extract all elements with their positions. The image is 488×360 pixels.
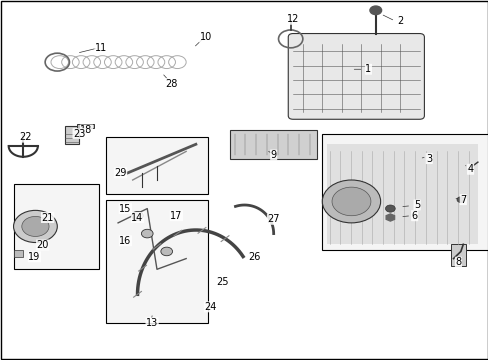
Text: 2: 2 <box>396 16 403 26</box>
Text: 19: 19 <box>28 252 41 262</box>
Bar <box>14 249 23 257</box>
Text: 12: 12 <box>286 14 299 24</box>
Text: 6: 6 <box>411 211 417 221</box>
Bar <box>14 184 99 269</box>
Bar <box>64 126 79 144</box>
Bar <box>77 124 94 128</box>
Text: 9: 9 <box>270 150 276 160</box>
Text: 17: 17 <box>170 211 182 221</box>
Bar <box>322 134 487 249</box>
Text: 24: 24 <box>204 302 216 312</box>
Text: 3: 3 <box>426 154 431 163</box>
Text: 20: 20 <box>37 240 49 250</box>
Circle shape <box>385 205 394 212</box>
Circle shape <box>161 247 172 256</box>
Bar <box>106 137 207 194</box>
Circle shape <box>322 180 380 223</box>
Text: 7: 7 <box>459 195 466 204</box>
Text: 29: 29 <box>114 168 126 178</box>
Text: 8: 8 <box>454 257 461 267</box>
Text: 13: 13 <box>146 318 158 328</box>
Text: 15: 15 <box>119 203 131 213</box>
Circle shape <box>22 216 49 237</box>
Text: 22: 22 <box>20 132 32 142</box>
Text: 21: 21 <box>41 212 54 222</box>
Text: 16: 16 <box>119 236 131 246</box>
Bar <box>106 200 207 323</box>
Text: 5: 5 <box>413 200 419 210</box>
Text: 25: 25 <box>216 277 228 287</box>
Bar <box>326 144 477 244</box>
Circle shape <box>331 187 370 216</box>
Text: 10: 10 <box>199 32 211 42</box>
Text: 23: 23 <box>73 129 85 139</box>
Text: 1: 1 <box>365 64 371 74</box>
Circle shape <box>141 229 153 238</box>
Bar <box>450 244 465 266</box>
Text: 28: 28 <box>165 78 178 89</box>
Text: 14: 14 <box>131 212 143 222</box>
Bar <box>229 130 317 158</box>
Circle shape <box>131 211 143 220</box>
FancyBboxPatch shape <box>287 33 424 119</box>
Circle shape <box>456 197 464 203</box>
Text: 18: 18 <box>80 125 92 135</box>
Circle shape <box>14 210 57 243</box>
Text: 4: 4 <box>467 164 473 174</box>
Text: 26: 26 <box>247 252 260 262</box>
Text: 11: 11 <box>95 43 107 53</box>
Text: 27: 27 <box>267 214 279 224</box>
Circle shape <box>369 6 381 15</box>
